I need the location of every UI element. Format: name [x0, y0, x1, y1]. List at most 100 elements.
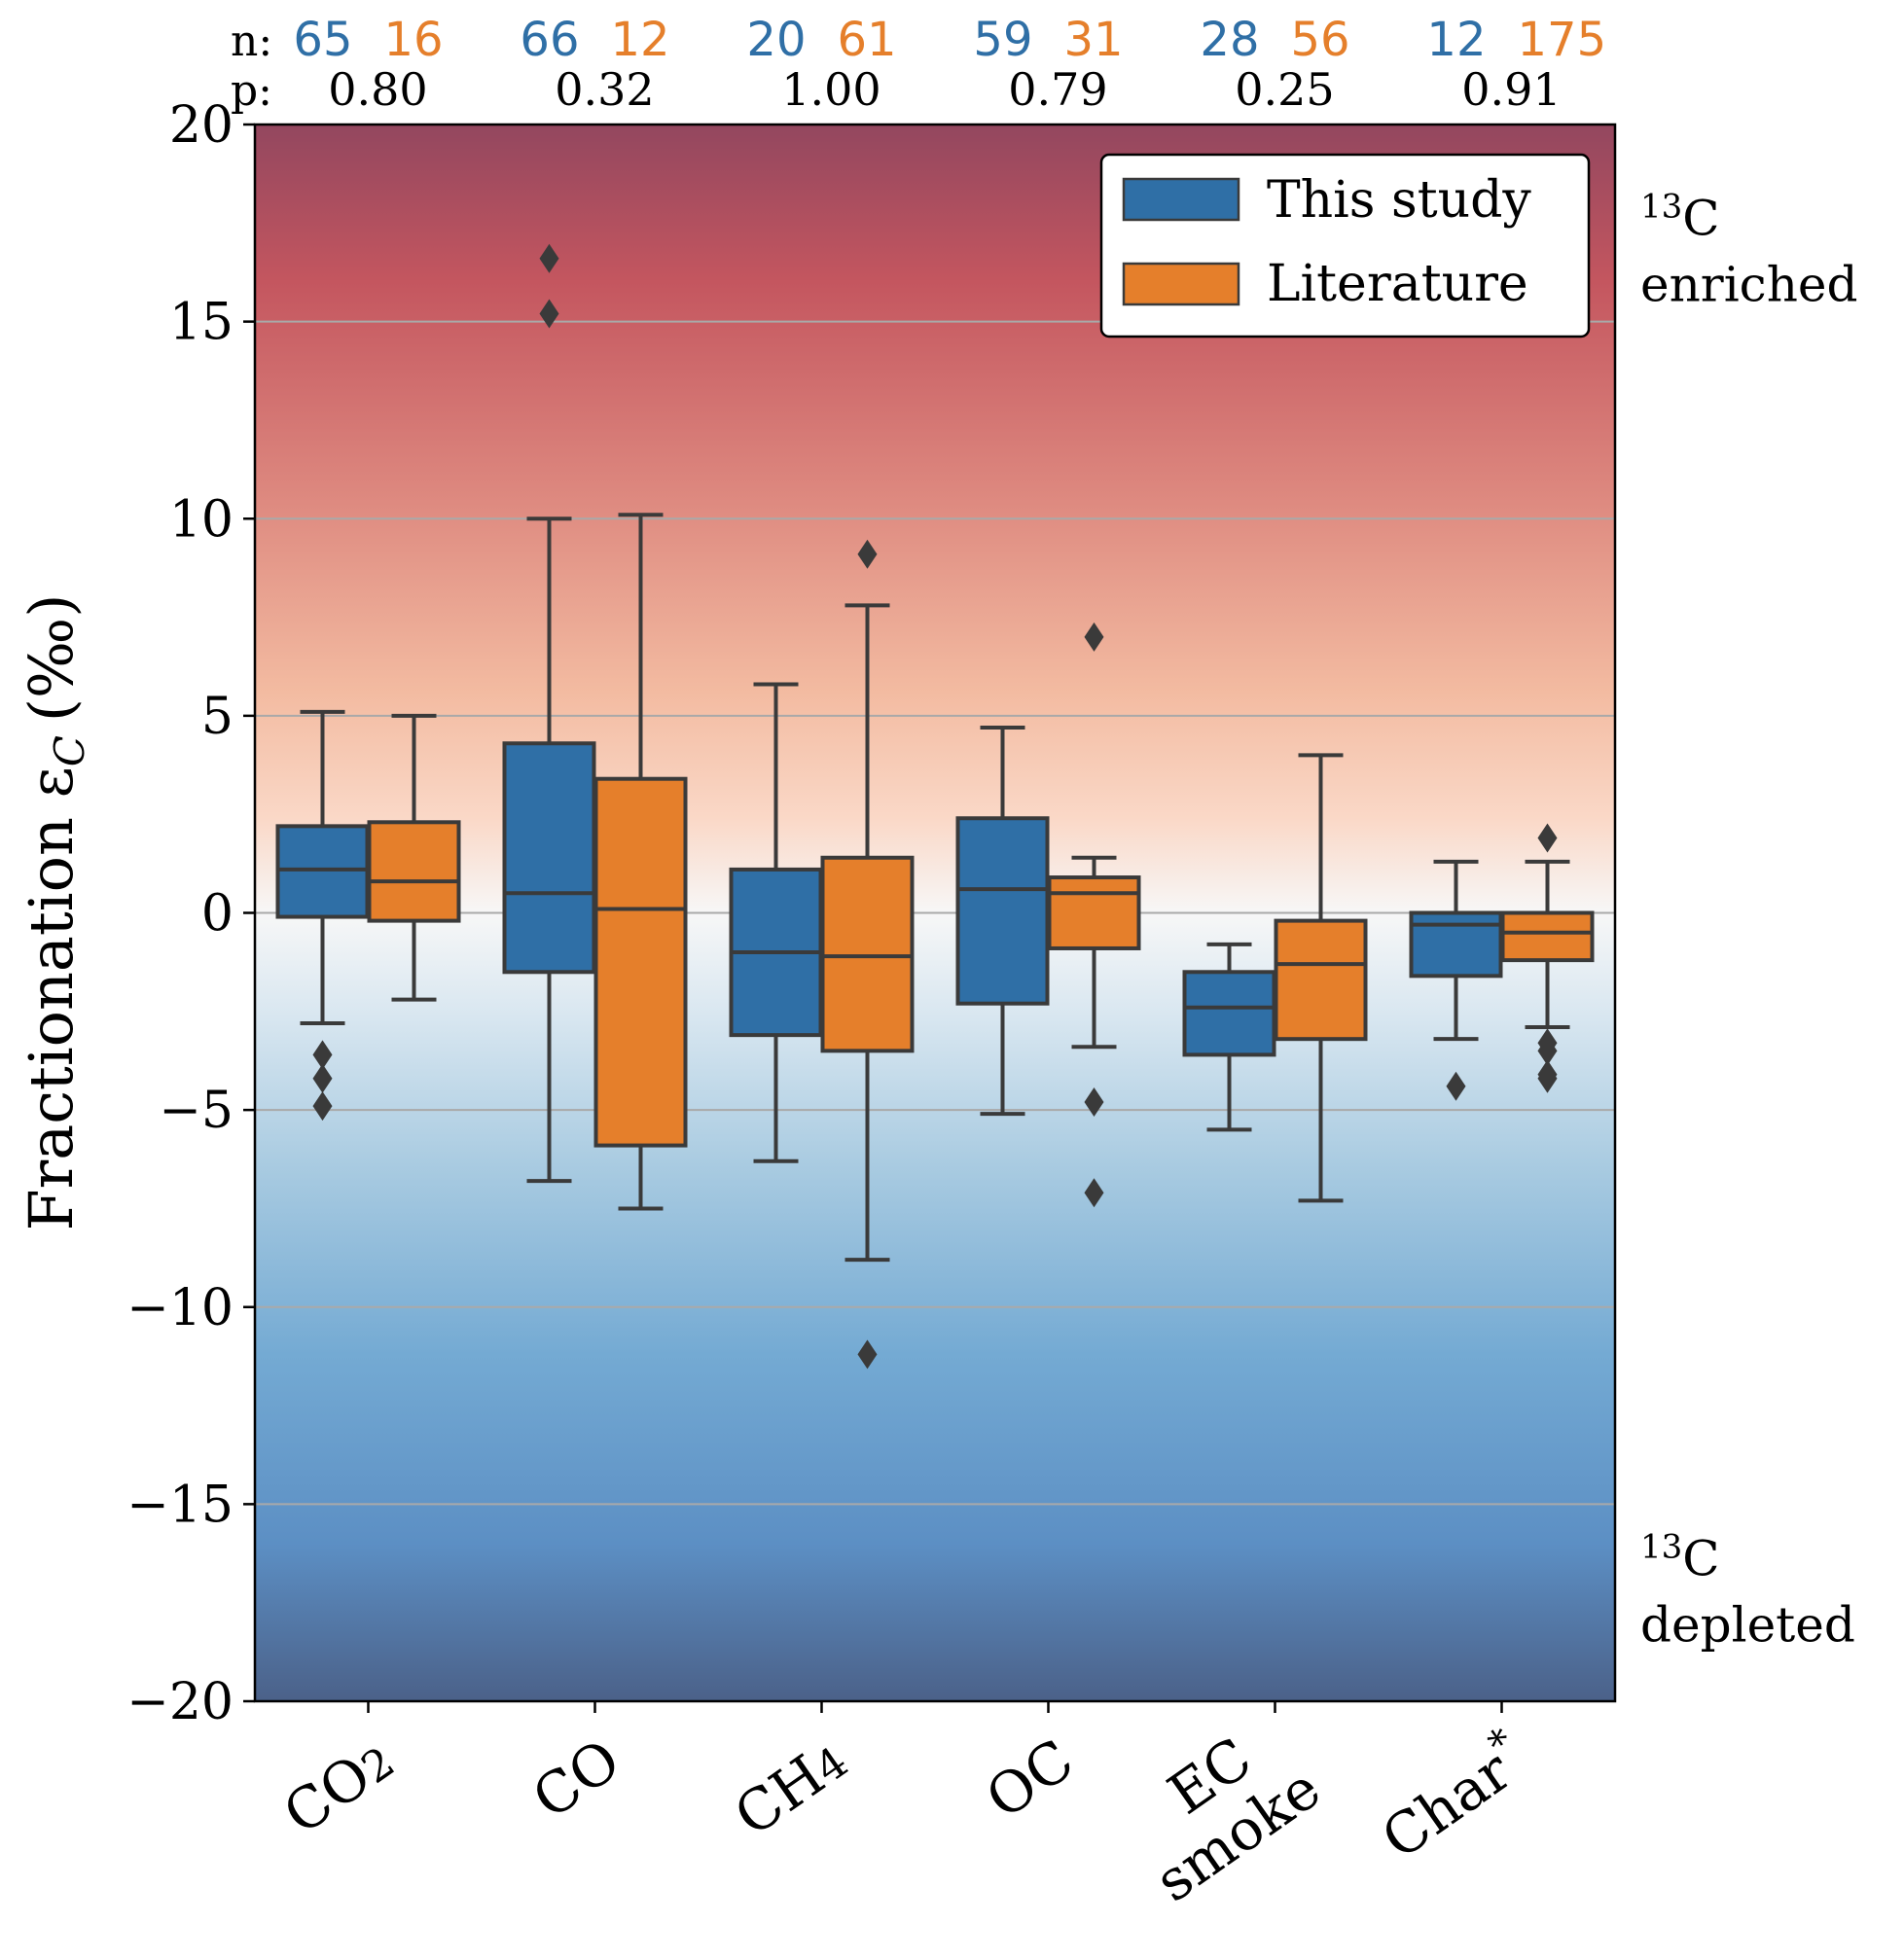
literature-box	[1047, 622, 1141, 1208]
y-axis-label-unit: (‰)	[16, 594, 87, 723]
y-tick-label: 5	[201, 688, 234, 746]
n-this-study: 59	[973, 13, 1032, 67]
annotation-depleted-line2: depleted	[1640, 1596, 1855, 1653]
box-iqr	[1274, 918, 1368, 1042]
this-study-box	[1409, 859, 1503, 1101]
n-this-study: 28	[1200, 13, 1259, 67]
outlier-point	[1537, 823, 1558, 853]
x-tick-label: CO	[521, 1727, 631, 1832]
box-groups	[275, 243, 1595, 1370]
box-iqr	[502, 741, 596, 975]
y-tick-label: 10	[169, 490, 234, 549]
annotation-element: C	[1682, 191, 1719, 247]
literature-box	[593, 513, 688, 1211]
outlier-point	[1446, 1071, 1466, 1101]
box-group	[1182, 753, 1368, 1203]
p-row-label: p:	[231, 66, 272, 116]
annotation-element: C	[1682, 1530, 1719, 1586]
y-axis-label-main: Fractionation ε	[16, 766, 87, 1230]
x-tick-label: ECsmoke	[1106, 1702, 1332, 1914]
box-group	[1409, 823, 1595, 1101]
box-iqr	[367, 820, 461, 923]
box-group	[955, 622, 1141, 1208]
y-tick-label: −5	[159, 1082, 234, 1140]
y-tick-label: 15	[169, 294, 234, 352]
this-study-box	[502, 243, 596, 1184]
x-tick-label-text: CO2	[271, 1727, 405, 1847]
p-value: 1.00	[781, 63, 880, 116]
outlier-point	[1084, 1178, 1104, 1208]
n-literature: 16	[384, 13, 444, 67]
literature-box	[1274, 753, 1368, 1203]
box-group	[729, 539, 915, 1370]
x-tick-label-main: OC	[974, 1727, 1085, 1832]
legend-swatch-this-study	[1122, 177, 1240, 222]
y-axis: −20 −15 −10 −5 0 5 10 15 20	[126, 96, 255, 1731]
outlier-point	[312, 1063, 333, 1093]
x-axis: CO2 CO CH4 OC ECsmoke Char*	[271, 1701, 1539, 1914]
x-tick-label-text: ECsmoke	[1106, 1702, 1332, 1914]
p-value: 0.91	[1461, 63, 1561, 116]
x-tick-label-text: Char*	[1366, 1720, 1539, 1871]
box-iqr	[1047, 875, 1141, 950]
annotation-superscript: 13	[1640, 188, 1682, 227]
p-value: 0.32	[555, 63, 654, 116]
n-this-study: 66	[520, 13, 579, 67]
outlier-point	[312, 1040, 333, 1070]
box-iqr	[593, 776, 688, 1148]
box-iqr	[1500, 910, 1595, 963]
box-iqr	[955, 816, 1050, 1006]
legend-label-literature: Literature	[1267, 255, 1528, 313]
y-tick-label: −10	[126, 1279, 234, 1337]
n-literature: 12	[611, 13, 670, 67]
n-literature: 175	[1518, 13, 1607, 67]
literature-box	[1500, 823, 1595, 1093]
x-tick-label-text: CO	[521, 1727, 631, 1832]
y-tick-label: 0	[201, 885, 234, 944]
annotation-enriched-line2: enriched	[1640, 257, 1858, 313]
y-tick-label: −20	[126, 1673, 234, 1731]
outlier-point	[1084, 622, 1104, 652]
n-literature: 61	[838, 13, 897, 67]
outlier-point	[539, 299, 559, 329]
box-group	[502, 243, 688, 1211]
annotation-depleted: 13C	[1640, 1527, 1720, 1586]
y-axis-label-subscript: C	[46, 735, 93, 766]
p-value: 0.25	[1235, 63, 1334, 116]
annotation-enriched: 13C	[1640, 188, 1720, 247]
box-iqr	[1409, 910, 1503, 979]
x-tick-label: CO2	[271, 1727, 405, 1847]
y-tick-label: −15	[126, 1476, 234, 1534]
x-tick-label-text: OC	[974, 1727, 1085, 1832]
y-axis-label: Fractionation εC (‰)	[16, 594, 93, 1231]
outlier-point	[857, 1339, 878, 1370]
literature-box	[367, 713, 461, 1002]
p-value: 0.79	[1008, 63, 1107, 116]
y-tick-label: 20	[169, 96, 234, 155]
this-study-box	[955, 726, 1050, 1117]
outlier-point	[857, 539, 878, 569]
legend-swatch-literature	[1122, 262, 1240, 306]
outlier-point	[1537, 1063, 1558, 1093]
literature-box	[820, 539, 915, 1370]
x-tick-label-text: CH4	[723, 1727, 859, 1849]
outlier-point	[1537, 1036, 1558, 1066]
p-value: 0.80	[328, 63, 427, 116]
legend-label-this-study: This study	[1267, 171, 1531, 230]
box-iqr	[1182, 970, 1276, 1057]
n-this-study: 20	[746, 13, 806, 67]
x-tick-label: OC	[974, 1727, 1085, 1832]
x-tick-label: Char*	[1366, 1720, 1539, 1871]
n-this-study: 12	[1426, 13, 1486, 67]
legend: This study Literature	[1099, 153, 1591, 338]
x-tick-label: CH4	[723, 1727, 859, 1849]
n-literature: 31	[1064, 13, 1124, 67]
n-literature: 56	[1291, 13, 1350, 67]
n-this-study: 65	[293, 13, 352, 67]
box-iqr	[275, 824, 370, 919]
n-row-label: n:	[231, 17, 272, 66]
outlier-point	[539, 243, 559, 273]
annotation-superscript: 13	[1640, 1527, 1682, 1566]
